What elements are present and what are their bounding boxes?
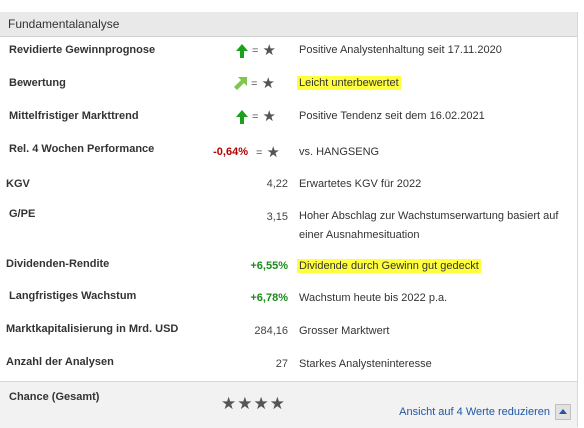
row-description: Starkes Analysteninteresse (299, 358, 432, 370)
row-value: 3,15 (266, 211, 288, 223)
star-icon: ★ (261, 75, 275, 92)
row-label: Marktkapitalisierung in Mrd. USD (6, 323, 179, 335)
row-label: Langfristiges Wachstum (9, 290, 137, 302)
collapse-button[interactable] (555, 404, 571, 420)
row-label: Rel. 4 Wochen Performance (9, 143, 155, 155)
trend-indicator: = ★ (256, 144, 290, 161)
row-label: Revidierte Gewinnprognose (9, 44, 156, 56)
row-description: Erwartetes KGV für 2022 (299, 178, 422, 190)
arrow-up-right-icon (234, 77, 247, 90)
row-description: Positive Tendenz seit dem 16.02.2021 (299, 110, 485, 122)
equals-sign: = (251, 78, 258, 90)
row-value: +6,55% (250, 260, 288, 272)
trend-indicator: = ★ (233, 75, 283, 92)
star-icon: ★ (262, 42, 276, 59)
reduce-view-link[interactable]: Ansicht auf 4 Werte reduzieren (399, 406, 550, 418)
equals-sign: = (252, 111, 259, 123)
row-value: 4,22 (266, 178, 288, 190)
row-description: vs. HANGSENG (299, 146, 380, 158)
chance-rating-stars: ★★★★ (221, 394, 286, 413)
row-value: +6,78% (250, 292, 288, 304)
section-header: Fundamentalanalyse (0, 12, 578, 37)
chance-label: Chance (Gesamt) (9, 391, 100, 403)
row-description: Dividende durch Gewinn gut gedeckt (297, 259, 481, 273)
panel-border (577, 12, 578, 427)
section-title: Fundamentalanalyse (8, 17, 120, 31)
row-description: Positive Analystenhaltung seit 17.11.202… (299, 44, 502, 56)
arrow-up-icon (236, 44, 248, 58)
star-icon: ★ (262, 108, 276, 125)
trend-indicator: = ★ (236, 108, 286, 125)
row-label: KGV (6, 178, 30, 190)
trend-indicator: = ★ (236, 42, 286, 59)
arrow-up-icon (236, 110, 248, 124)
row-label: Dividenden-Rendite (6, 258, 110, 270)
star-icon: ★ (266, 144, 280, 161)
equals-sign: = (252, 45, 259, 57)
row-description: Leicht unterbewertet (297, 76, 401, 90)
row-value: 284,16 (254, 325, 288, 337)
row-description: Grosser Marktwert (299, 325, 390, 337)
chance-footer: Chance (Gesamt) ★★★★ Ansicht auf 4 Werte… (0, 381, 578, 428)
equals-sign: = (256, 147, 263, 159)
row-description: Hoher Abschlag zur Wachstumserwartung ba… (299, 210, 559, 241)
row-label: Anzahl der Analysen (6, 356, 114, 368)
row-label: Bewertung (9, 77, 66, 89)
row-label: Mittelfristiger Markttrend (9, 110, 139, 122)
row-value: -0,64% (213, 146, 248, 158)
row-description: Wachstum heute bis 2022 p.a. (299, 292, 448, 304)
row-label: G/PE (9, 208, 36, 220)
row-value: 27 (275, 358, 288, 370)
